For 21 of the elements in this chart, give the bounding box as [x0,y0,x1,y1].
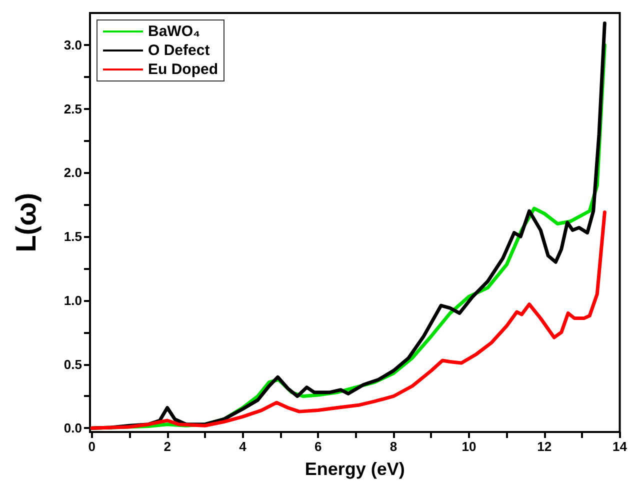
y-tick-label: 0.5 [64,356,82,372]
y-tick-label: 2.5 [64,101,82,116]
x-tick-label: 12 [537,439,552,454]
y-tick-label: 3.0 [64,37,82,52]
legend-label: O Defect [148,42,210,59]
x-tick-label: 6 [314,439,322,454]
y-axis-title: L(ω) [10,192,42,252]
y-tick-label: 2.0 [64,165,82,180]
x-tick-label: 0 [88,439,96,454]
x-axis-title: Energy (eV) [304,459,405,479]
x-tick-label: 8 [390,439,398,454]
x-tick-label: 2 [164,439,171,454]
y-tick-label: 1.5 [64,229,82,244]
y-tick-label: 0.0 [64,420,82,436]
y-tick-label: 1.0 [64,292,82,308]
x-tick-label: 4 [239,439,248,454]
line-series [90,210,606,430]
legend-label: Eu Doped [148,61,218,78]
x-tick-label: 14 [612,439,628,454]
x-tick-label: 10 [462,439,476,454]
legend-label: BaWO₄ [148,23,200,40]
